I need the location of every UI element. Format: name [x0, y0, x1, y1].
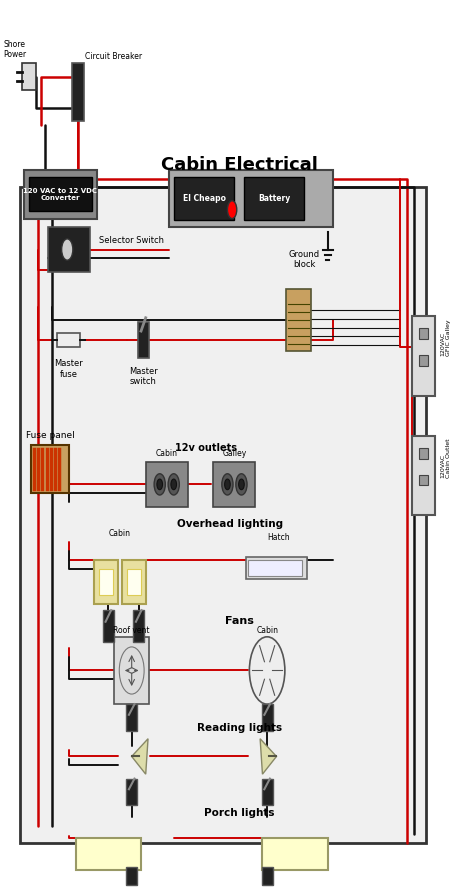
Text: Ground
block: Ground block — [289, 250, 320, 269]
FancyBboxPatch shape — [31, 444, 69, 493]
FancyBboxPatch shape — [419, 475, 428, 485]
Circle shape — [228, 201, 237, 219]
Circle shape — [154, 474, 165, 495]
FancyBboxPatch shape — [19, 188, 426, 844]
Text: Shore
Power: Shore Power — [3, 40, 27, 59]
Circle shape — [62, 239, 73, 260]
FancyBboxPatch shape — [286, 290, 311, 351]
FancyBboxPatch shape — [76, 838, 141, 870]
FancyBboxPatch shape — [24, 170, 97, 219]
FancyBboxPatch shape — [213, 462, 255, 507]
FancyBboxPatch shape — [114, 637, 149, 704]
Polygon shape — [132, 739, 148, 774]
Text: Cabin: Cabin — [256, 626, 278, 635]
Circle shape — [157, 479, 163, 490]
FancyBboxPatch shape — [126, 868, 137, 885]
Text: Hatch: Hatch — [267, 533, 290, 542]
Text: 12v outlets: 12v outlets — [175, 444, 237, 453]
FancyBboxPatch shape — [122, 560, 146, 604]
FancyBboxPatch shape — [244, 177, 304, 220]
FancyBboxPatch shape — [94, 560, 118, 604]
FancyBboxPatch shape — [262, 868, 273, 885]
Text: Overhead lighting: Overhead lighting — [177, 518, 283, 529]
FancyBboxPatch shape — [127, 569, 141, 595]
Circle shape — [238, 479, 244, 490]
FancyBboxPatch shape — [248, 560, 302, 576]
Text: Galley: Galley — [222, 449, 246, 458]
Circle shape — [249, 637, 285, 704]
FancyBboxPatch shape — [103, 610, 114, 642]
Text: 120 VAC to 12 VDC
Converter: 120 VAC to 12 VDC Converter — [24, 188, 98, 201]
FancyBboxPatch shape — [146, 462, 188, 507]
FancyBboxPatch shape — [419, 355, 428, 365]
Polygon shape — [260, 739, 276, 774]
Circle shape — [236, 474, 247, 495]
Circle shape — [222, 474, 233, 495]
Text: 120VAC
GFIC Galley: 120VAC GFIC Galley — [440, 320, 451, 356]
Text: Cabin: Cabin — [109, 529, 131, 538]
Text: Porch lights: Porch lights — [204, 808, 274, 819]
FancyBboxPatch shape — [419, 328, 428, 339]
FancyBboxPatch shape — [412, 316, 435, 396]
FancyBboxPatch shape — [73, 63, 83, 121]
FancyBboxPatch shape — [126, 704, 137, 731]
FancyBboxPatch shape — [246, 557, 307, 580]
Text: Roof vent: Roof vent — [113, 626, 150, 635]
FancyBboxPatch shape — [263, 838, 328, 870]
Text: Fans: Fans — [225, 616, 254, 626]
FancyBboxPatch shape — [262, 704, 273, 731]
FancyBboxPatch shape — [57, 332, 80, 347]
FancyBboxPatch shape — [419, 448, 428, 459]
FancyBboxPatch shape — [126, 779, 137, 805]
FancyBboxPatch shape — [262, 779, 273, 805]
FancyBboxPatch shape — [138, 322, 149, 357]
Circle shape — [171, 479, 176, 490]
FancyBboxPatch shape — [133, 610, 144, 642]
FancyBboxPatch shape — [174, 177, 235, 220]
Text: Battery: Battery — [258, 194, 290, 203]
Text: Cabin Electrical: Cabin Electrical — [161, 156, 318, 174]
Text: El Cheapo: El Cheapo — [182, 194, 226, 203]
Text: Master
fuse: Master fuse — [55, 359, 83, 379]
FancyBboxPatch shape — [29, 177, 92, 212]
Text: Master
switch: Master switch — [129, 366, 158, 386]
FancyBboxPatch shape — [22, 63, 36, 90]
Text: Fuse panel: Fuse panel — [26, 431, 74, 440]
Circle shape — [168, 474, 179, 495]
Text: Cabin: Cabin — [156, 449, 178, 458]
Text: Selector Switch: Selector Switch — [99, 236, 164, 245]
FancyBboxPatch shape — [99, 569, 113, 595]
Text: Circuit Breaker: Circuit Breaker — [85, 52, 142, 60]
FancyBboxPatch shape — [169, 170, 332, 228]
Text: Reading lights: Reading lights — [197, 723, 282, 733]
Text: 120VAC
Cabin Outlet: 120VAC Cabin Outlet — [440, 438, 451, 477]
Circle shape — [225, 479, 230, 490]
FancyBboxPatch shape — [47, 228, 90, 272]
FancyBboxPatch shape — [412, 436, 435, 516]
